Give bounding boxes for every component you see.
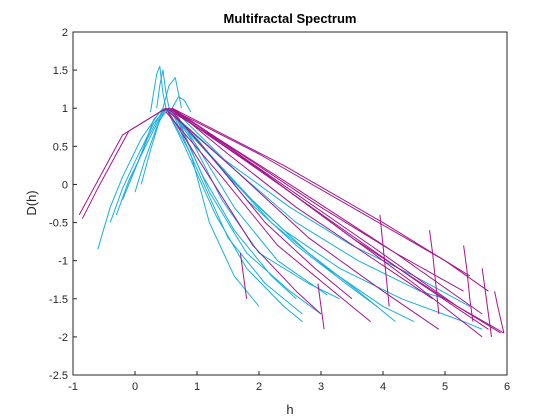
y-tick-label-5: 0 xyxy=(62,179,68,191)
series-1-line-9 xyxy=(171,107,433,300)
y-tick-label-1: -2 xyxy=(58,332,68,344)
series-1-line-2 xyxy=(168,107,489,330)
plot-lines xyxy=(78,65,505,338)
series-1-line-7 xyxy=(165,107,322,315)
y-tick-label-3: -1 xyxy=(58,256,68,268)
series-1-line-3 xyxy=(171,107,505,334)
series-0-line-13 xyxy=(165,107,415,323)
series-1-line-10 xyxy=(171,107,464,292)
series-1-line-17 xyxy=(494,291,505,334)
series-1-line-19 xyxy=(239,252,248,299)
series-0-line-1 xyxy=(109,107,303,322)
ticks: -1 0 1 2 3 4 5 6 -2.5 -2 -1.5 -1 -0.5 0 0.5 1 1.5 2 xyxy=(49,27,510,393)
series-1-line-6 xyxy=(165,111,371,322)
series-1-line-11 xyxy=(168,107,489,292)
y-tick-label-8: 1.5 xyxy=(53,65,68,77)
series-0-line-11 xyxy=(165,107,378,307)
x-axis-label: h xyxy=(286,402,293,417)
series-1-line-14 xyxy=(429,230,440,315)
series-0-line-7 xyxy=(156,69,170,109)
x-tick-label-7: 6 xyxy=(504,381,510,393)
y-tick-label-6: 0.5 xyxy=(53,141,68,153)
series-0-line-10 xyxy=(171,96,192,113)
series-0-line-9 xyxy=(162,77,182,109)
series-1-line-8 xyxy=(168,107,353,300)
series-0-line-5 xyxy=(140,107,340,300)
series-0-line-2 xyxy=(122,109,303,315)
x-tick-label-2: 1 xyxy=(194,381,200,393)
series-1-line-5 xyxy=(168,111,440,330)
y-axis-label: D(h) xyxy=(24,190,39,215)
series-1-line-18 xyxy=(317,283,325,330)
series-0-line-3 xyxy=(134,107,322,315)
y-tick-label-7: 1 xyxy=(62,103,68,115)
chart-title: Multifractal Spectrum xyxy=(224,11,357,26)
y-tick-label-4: -0.5 xyxy=(49,218,68,230)
x-tick-label-4: 3 xyxy=(318,381,324,393)
x-tick-label-3: 2 xyxy=(256,381,262,393)
series-1-line-13 xyxy=(379,214,390,307)
y-tick-label-0: -2.5 xyxy=(49,370,68,382)
series-0-line-12 xyxy=(168,107,396,322)
series-1-line-16 xyxy=(481,268,492,337)
y-tick-label-2: -1.5 xyxy=(49,294,68,306)
x-tick-label-1: 0 xyxy=(132,381,138,393)
axes-box xyxy=(72,31,508,376)
x-tick-label-6: 5 xyxy=(442,381,448,393)
series-0-line-8 xyxy=(150,65,167,113)
x-tick-label-0: -1 xyxy=(68,381,78,393)
series-1-line-15 xyxy=(463,245,474,322)
y-tick-label-9: 2 xyxy=(62,27,68,39)
series-1-line-12 xyxy=(171,107,471,277)
x-tick-label-5: 4 xyxy=(380,381,386,393)
